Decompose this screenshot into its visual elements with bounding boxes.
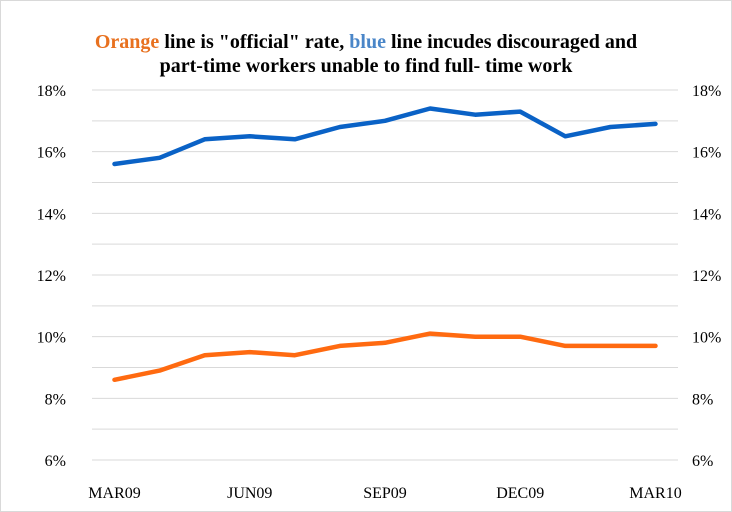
y-tick-label-left: 12% bbox=[37, 268, 66, 285]
y-tick-label-left: 14% bbox=[37, 206, 66, 223]
series-point bbox=[339, 345, 341, 347]
series-point bbox=[564, 345, 566, 347]
series-point bbox=[519, 111, 521, 113]
series-point bbox=[609, 126, 611, 128]
y-tick-label-left: 18% bbox=[37, 83, 66, 100]
series-point bbox=[249, 351, 251, 353]
series-point bbox=[294, 354, 296, 356]
series-point bbox=[384, 120, 386, 122]
series-point bbox=[204, 354, 206, 356]
series-point bbox=[609, 345, 611, 347]
series-point bbox=[474, 336, 476, 338]
chart-title: Orange line is "official" rate, blue lin… bbox=[0, 30, 732, 78]
y-tick-label-right: 10% bbox=[692, 330, 721, 347]
y-tick-label-left: 16% bbox=[37, 145, 66, 162]
y-tick-label-right: 12% bbox=[692, 268, 721, 285]
y-tick-label-left: 6% bbox=[45, 453, 66, 470]
y-tick-label-right: 16% bbox=[692, 145, 721, 162]
series-point bbox=[114, 163, 116, 165]
x-tick-label: SEP09 bbox=[363, 485, 407, 502]
chart-title-line-1: Orange line is "official" rate, blue lin… bbox=[0, 30, 732, 54]
series-point bbox=[249, 135, 251, 137]
gridlines bbox=[92, 89, 678, 461]
series-point bbox=[474, 114, 476, 116]
y-tick-label-right: 8% bbox=[692, 391, 713, 408]
series-point bbox=[339, 126, 341, 128]
y-tick-label-right: 6% bbox=[692, 453, 713, 470]
x-axis: MAR09 JUN09 SEP09 DEC09 MAR10 bbox=[88, 485, 681, 502]
y-tick-label-left: 10% bbox=[37, 330, 66, 347]
series-point bbox=[429, 333, 431, 335]
y-tick-label-left: 8% bbox=[45, 391, 66, 408]
series-point bbox=[564, 135, 566, 137]
title-blue-word: blue bbox=[349, 31, 386, 53]
series-point bbox=[204, 138, 206, 140]
x-tick-label: MAR09 bbox=[88, 485, 140, 502]
title-text-b: line incudes discouraged and bbox=[385, 31, 638, 53]
title-text-a: line is "official" rate, bbox=[159, 31, 350, 53]
series-point bbox=[114, 379, 116, 381]
series-line-0 bbox=[112, 106, 658, 167]
x-tick-label: MAR10 bbox=[629, 485, 681, 502]
series-point bbox=[294, 138, 296, 140]
series-point bbox=[159, 370, 161, 372]
series-point bbox=[159, 157, 161, 159]
series-point bbox=[654, 345, 656, 347]
y-axis-left: 6% 8% 10% 12% 14% 16% 18% bbox=[37, 83, 66, 470]
series-lines bbox=[112, 106, 658, 383]
series-point bbox=[429, 108, 431, 109]
series-line-1 bbox=[112, 331, 658, 383]
series-point bbox=[384, 342, 386, 344]
chart-title-line-2: part-time workers unable to find full- t… bbox=[159, 55, 573, 77]
series-point bbox=[654, 123, 656, 125]
y-tick-label-right: 14% bbox=[692, 206, 721, 223]
series-point bbox=[519, 336, 521, 338]
title-orange-word: Orange bbox=[94, 31, 160, 53]
x-tick-label: JUN09 bbox=[227, 485, 272, 502]
y-tick-label-right: 18% bbox=[692, 83, 721, 100]
y-axis-right: 6% 8% 10% 12% 14% 16% 18% bbox=[692, 83, 721, 470]
x-tick-label: DEC09 bbox=[496, 485, 544, 502]
